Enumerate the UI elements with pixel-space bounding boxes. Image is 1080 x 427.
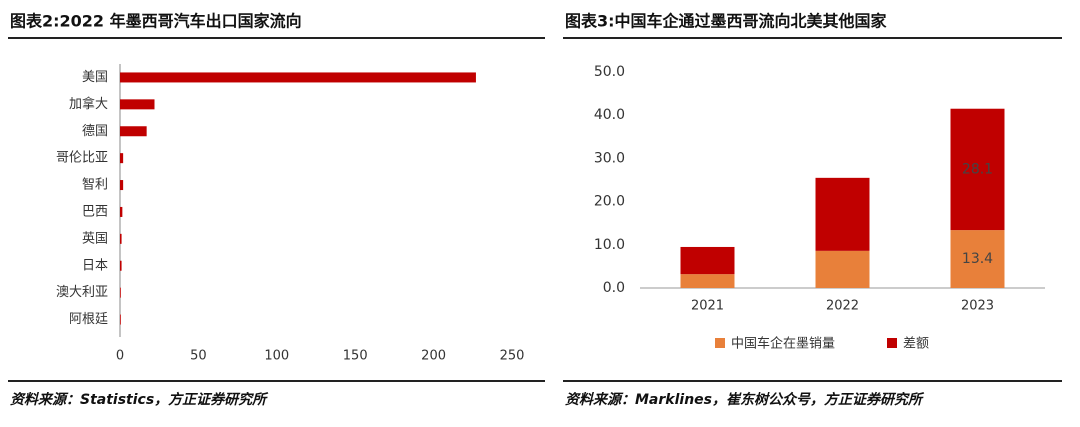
y-tick-label: 阿根廷 [69, 312, 108, 327]
x-tick-label: 200 [421, 349, 446, 364]
legend-label: 差额 [903, 337, 929, 352]
y-tick-label: 40.0 [594, 107, 625, 123]
bar [120, 233, 122, 244]
bar-segment [815, 177, 870, 251]
y-tick-label: 10.0 [594, 237, 625, 253]
y-tick-label: 加拿大 [69, 96, 108, 112]
bar [120, 180, 124, 191]
y-tick-label: 英国 [82, 231, 108, 246]
x-tick-label: 2023 [961, 299, 994, 314]
source: 资料来源：Marklines，崔东树公众号，方正证券研究所 [565, 391, 925, 408]
bar [120, 206, 123, 217]
source: 资料来源：Statistics，方正证券研究所 [10, 391, 269, 408]
x-tick-label: 0 [116, 349, 124, 364]
bar [120, 314, 121, 325]
y-tick-label: 德国 [82, 124, 108, 139]
x-tick-label: 2021 [691, 299, 724, 314]
bar [120, 126, 147, 137]
x-tick-label: 2022 [826, 299, 859, 314]
y-tick-label: 50.0 [594, 64, 625, 80]
bar [120, 287, 121, 298]
data-label: 28.1 [962, 161, 993, 177]
x-tick-label: 50 [190, 349, 207, 364]
x-tick-label: 150 [343, 349, 368, 364]
bar-segment [815, 250, 870, 288]
y-tick-label: 巴西 [82, 204, 108, 219]
x-tick-label: 100 [264, 349, 289, 364]
bar-segment [950, 108, 1005, 231]
chart-title: 图表3:中国车企通过墨西哥流向北美其他国家 [565, 12, 888, 31]
bar [120, 99, 155, 110]
bar-segment [680, 246, 735, 275]
bar-segment [680, 274, 735, 288]
y-tick-label: 0.0 [603, 280, 625, 296]
y-tick-label: 智利 [82, 178, 108, 193]
y-tick-label: 日本 [82, 258, 108, 273]
x-tick-label: 250 [500, 349, 525, 364]
chart-title: 图表2:2022 年墨西哥汽车出口国家流向 [10, 12, 302, 31]
bar [120, 260, 122, 271]
legend-label: 中国车企在墨销量 [731, 336, 835, 352]
y-tick-label: 哥伦比亚 [56, 151, 108, 166]
y-tick-label: 澳大利亚 [56, 284, 108, 300]
data-label: 13.4 [962, 251, 993, 267]
bar-segment [950, 230, 1005, 288]
y-tick-label: 20.0 [594, 194, 625, 210]
legend-swatch [887, 338, 897, 348]
y-tick-label: 30.0 [594, 150, 625, 166]
y-tick-label: 美国 [82, 70, 108, 85]
legend-swatch [715, 338, 725, 348]
bar [120, 72, 476, 83]
bar [120, 153, 124, 164]
